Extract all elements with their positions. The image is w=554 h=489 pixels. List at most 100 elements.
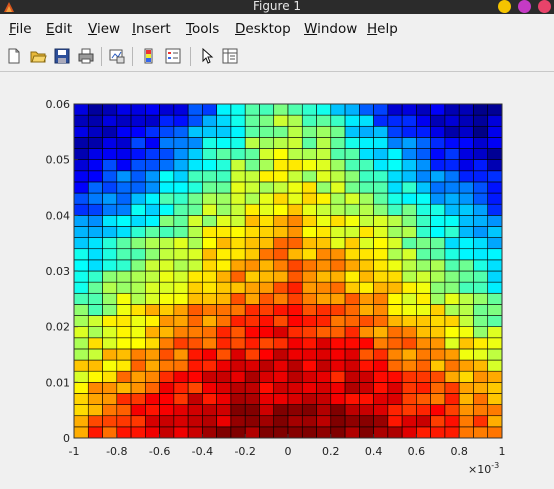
heatmap-cell <box>330 237 346 250</box>
heatmap-cell <box>187 203 203 216</box>
heatmap-cell <box>202 148 217 160</box>
heatmap-cell <box>159 148 175 160</box>
save-icon[interactable] <box>53 47 71 65</box>
heatmap-chart[interactable]: -1 -0.8 -0.6 -0.4 -0.2 0 0.2 0.4 0.6 0.8 1 0 0.01 0.0… <box>0 72 554 485</box>
heatmap-cell <box>216 181 232 194</box>
heatmap-cell <box>116 415 132 428</box>
minimize-button[interactable] <box>498 0 511 13</box>
heatmap-cell <box>458 348 474 361</box>
heatmap-cell <box>287 304 303 316</box>
heatmap-cell <box>244 304 260 316</box>
heatmap-cell <box>216 148 232 160</box>
heatmap-cell <box>87 103 103 116</box>
heatmap-cell <box>230 159 246 172</box>
heatmap-cell <box>102 248 118 261</box>
toolbar-separator <box>132 47 133 66</box>
menu-tools[interactable]: Tools <box>186 21 220 37</box>
heatmap-cell <box>102 292 118 305</box>
heatmap-cell <box>444 270 460 283</box>
heatmap-cell <box>458 259 474 272</box>
heatmap-cell <box>145 148 160 160</box>
heatmap-cell <box>344 170 360 183</box>
heatmap-cell <box>373 382 389 394</box>
heatmap-cell <box>244 359 260 372</box>
heatmap-cell <box>87 315 103 327</box>
heatmap-cell <box>487 103 503 116</box>
heatmap-cell <box>173 125 189 138</box>
heatmap-cell <box>487 281 503 294</box>
heatmap-cell <box>387 382 403 394</box>
heatmap-cell <box>187 393 203 405</box>
heatmap-cell <box>387 170 403 183</box>
menu-file[interactable]: File <box>9 21 32 37</box>
heatmap-cell <box>102 426 118 439</box>
heatmap-cell <box>316 159 332 172</box>
heatmap-cell <box>301 359 317 372</box>
heatmap-cell <box>244 192 260 205</box>
heatmap-cell <box>430 415 446 428</box>
pointer-icon[interactable] <box>198 47 216 65</box>
menu-insert[interactable]: Insert <box>132 21 171 37</box>
heatmap-cell <box>202 170 217 183</box>
heatmap-cell <box>444 415 460 428</box>
heatmap-cell <box>102 382 118 394</box>
heatmap-cell <box>458 404 474 417</box>
heatmap-cell <box>230 203 246 216</box>
heatmap-cell <box>187 348 203 361</box>
close-button[interactable] <box>538 0 551 13</box>
heatmap-cell <box>273 337 289 350</box>
heatmap-cell <box>430 326 446 339</box>
heatmap-cell <box>244 315 260 327</box>
colorbar-icon[interactable] <box>140 47 158 65</box>
heatmap-cell <box>87 148 103 160</box>
maximize-button[interactable] <box>518 0 531 13</box>
heatmap-cell <box>473 248 489 261</box>
heatmap-cell <box>473 337 489 350</box>
matlab-app-icon <box>4 2 14 12</box>
heatmap-cell <box>202 137 217 149</box>
heatmap-cell <box>458 103 474 116</box>
menu-edit[interactable]: Edit <box>46 21 73 37</box>
heatmap-cell <box>444 181 460 194</box>
menu-view[interactable]: View <box>88 21 121 37</box>
print-icon[interactable] <box>77 47 95 65</box>
heatmap-cell <box>359 181 374 194</box>
heatmap-cell <box>330 326 346 339</box>
heatmap-cell <box>458 192 474 205</box>
heatmap-cell <box>73 237 89 250</box>
heatmap-cell <box>259 382 275 394</box>
heatmap-cell <box>244 237 260 250</box>
heatmap-cell <box>401 226 417 238</box>
open-file-icon[interactable] <box>29 47 47 65</box>
new-figure-icon[interactable] <box>5 47 23 65</box>
heatmap-cell <box>116 181 132 194</box>
heatmap-cell <box>159 281 175 294</box>
menu-help[interactable]: Help <box>367 21 398 37</box>
heatmap-cell <box>159 237 175 250</box>
heatmap-cell <box>187 359 203 372</box>
heatmap-cell <box>73 270 89 283</box>
heatmap-cell <box>373 170 389 183</box>
heatmap-cell <box>87 404 103 417</box>
heatmap-cell <box>187 315 203 327</box>
heatmap-cell <box>102 192 118 205</box>
heatmap-cell <box>202 348 217 361</box>
heatmap-cell <box>130 426 146 439</box>
heatmap-cell <box>287 248 303 261</box>
heatmap-cell <box>301 315 317 327</box>
legend-icon[interactable] <box>164 47 182 65</box>
menu-desktop[interactable]: Desktop <box>235 21 291 37</box>
heatmap-cell <box>287 415 303 428</box>
heatmap-cell <box>401 170 417 183</box>
menu-window[interactable]: Window <box>304 21 358 37</box>
heatmap-cell <box>130 125 146 138</box>
heatmap-cell <box>487 248 503 261</box>
property-inspector-icon[interactable] <box>221 47 239 65</box>
link-plot-icon[interactable] <box>108 47 126 65</box>
heatmap-cell <box>102 237 118 250</box>
heatmap-cell <box>273 215 289 227</box>
heatmap-cell <box>458 382 474 394</box>
heatmap-cell <box>373 393 389 405</box>
heatmap-cell <box>387 270 403 283</box>
heatmap-cell <box>87 237 103 250</box>
